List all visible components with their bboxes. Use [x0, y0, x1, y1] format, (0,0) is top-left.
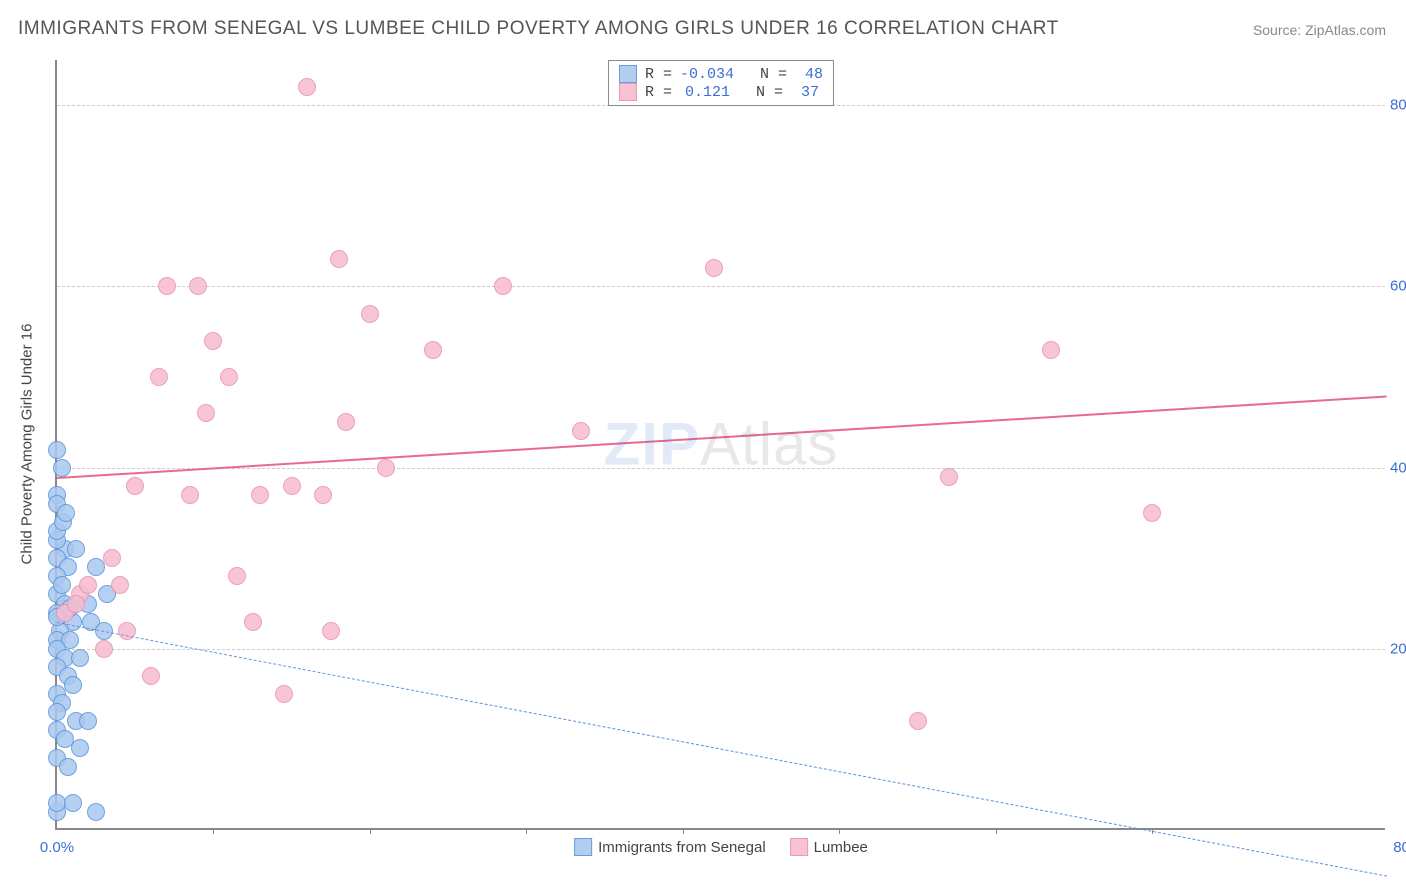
scatter-point-senegal	[71, 649, 89, 667]
scatter-point-lumbee	[337, 413, 355, 431]
scatter-point-lumbee	[251, 486, 269, 504]
scatter-point-lumbee	[67, 595, 85, 613]
gridline-horizontal	[57, 468, 1385, 469]
correlation-legend: R =-0.034N =48R =0.121N =37	[608, 60, 834, 106]
gridline-horizontal	[57, 286, 1385, 287]
scatter-point-lumbee	[314, 486, 332, 504]
scatter-point-senegal	[59, 758, 77, 776]
scatter-point-lumbee	[228, 567, 246, 585]
scatter-point-lumbee	[705, 259, 723, 277]
legend-item-lumbee: Lumbee	[790, 838, 868, 856]
y-tick-label: 20.0%	[1390, 640, 1406, 657]
n-value: 37	[791, 84, 819, 101]
scatter-point-senegal	[79, 712, 97, 730]
scatter-point-lumbee	[330, 250, 348, 268]
n-label: N =	[756, 84, 783, 101]
scatter-point-senegal	[57, 504, 75, 522]
scatter-point-lumbee	[126, 477, 144, 495]
chart-title: IMMIGRANTS FROM SENEGAL VS LUMBEE CHILD …	[18, 18, 1059, 40]
scatter-point-lumbee	[181, 486, 199, 504]
legend-label: Lumbee	[814, 839, 868, 856]
n-label: N =	[760, 66, 787, 83]
r-label: R =	[645, 66, 672, 83]
scatter-point-lumbee	[494, 277, 512, 295]
y-tick-label: 60.0%	[1390, 278, 1406, 295]
scatter-point-senegal	[64, 676, 82, 694]
scatter-point-senegal	[71, 739, 89, 757]
x-tick-mark	[839, 828, 840, 834]
scatter-point-lumbee	[189, 277, 207, 295]
gridline-horizontal	[57, 649, 1385, 650]
scatter-point-senegal	[87, 803, 105, 821]
r-label: R =	[645, 84, 672, 101]
legend-swatch	[790, 838, 808, 856]
n-value: 48	[795, 66, 823, 83]
x-tick-mark	[526, 828, 527, 834]
scatter-point-lumbee	[79, 576, 97, 594]
scatter-point-lumbee	[940, 468, 958, 486]
scatter-point-lumbee	[158, 277, 176, 295]
scatter-point-senegal	[48, 441, 66, 459]
scatter-point-lumbee	[244, 613, 262, 631]
scatter-point-senegal	[67, 540, 85, 558]
source-attribution: Source: ZipAtlas.com	[1253, 22, 1386, 38]
scatter-point-lumbee	[1042, 341, 1060, 359]
scatter-point-senegal	[48, 703, 66, 721]
x-tick-mark	[213, 828, 214, 834]
scatter-point-lumbee	[377, 459, 395, 477]
r-value: 0.121	[680, 84, 730, 101]
y-tick-label: 80.0%	[1390, 97, 1406, 114]
scatter-point-lumbee	[111, 576, 129, 594]
legend-label: Immigrants from Senegal	[598, 839, 766, 856]
scatter-point-lumbee	[275, 685, 293, 703]
legend-row-senegal: R = -0.034 N = 48	[619, 65, 823, 83]
scatter-point-lumbee	[204, 332, 222, 350]
scatter-point-lumbee	[424, 341, 442, 359]
scatter-point-lumbee	[142, 667, 160, 685]
legend-swatch	[574, 838, 592, 856]
x-tick-label: 0.0%	[40, 839, 74, 856]
scatter-point-lumbee	[283, 477, 301, 495]
scatter-point-lumbee	[103, 549, 121, 567]
scatter-point-lumbee	[220, 368, 238, 386]
scatter-point-lumbee	[322, 622, 340, 640]
scatter-point-lumbee	[909, 712, 927, 730]
scatter-point-senegal	[64, 794, 82, 812]
legend-row-lumbee: R = 0.121 N = 37	[619, 83, 823, 101]
legend-item-senegal: Immigrants from Senegal	[574, 838, 766, 856]
y-tick-label: 40.0%	[1390, 459, 1406, 476]
scatter-point-senegal	[53, 576, 71, 594]
scatter-point-lumbee	[361, 305, 379, 323]
y-axis-label: Child Poverty Among Girls Under 16	[19, 324, 36, 565]
scatter-point-lumbee	[150, 368, 168, 386]
r-value: -0.034	[680, 66, 734, 83]
scatter-point-lumbee	[197, 404, 215, 422]
legend-swatch	[619, 65, 637, 83]
scatter-plot-area: Child Poverty Among Girls Under 16 R =-0…	[55, 60, 1385, 830]
x-tick-mark	[370, 828, 371, 834]
legend-swatch	[619, 83, 637, 101]
scatter-point-lumbee	[95, 640, 113, 658]
x-tick-label: 80.0%	[1393, 839, 1406, 856]
scatter-point-lumbee	[572, 422, 590, 440]
trend-line-lumbee	[57, 395, 1387, 479]
series-legend: Immigrants from Senegal Lumbee	[574, 838, 868, 856]
scatter-point-senegal	[53, 459, 71, 477]
scatter-point-lumbee	[1143, 504, 1161, 522]
x-tick-mark	[996, 828, 997, 834]
x-tick-mark	[683, 828, 684, 834]
scatter-point-lumbee	[298, 78, 316, 96]
